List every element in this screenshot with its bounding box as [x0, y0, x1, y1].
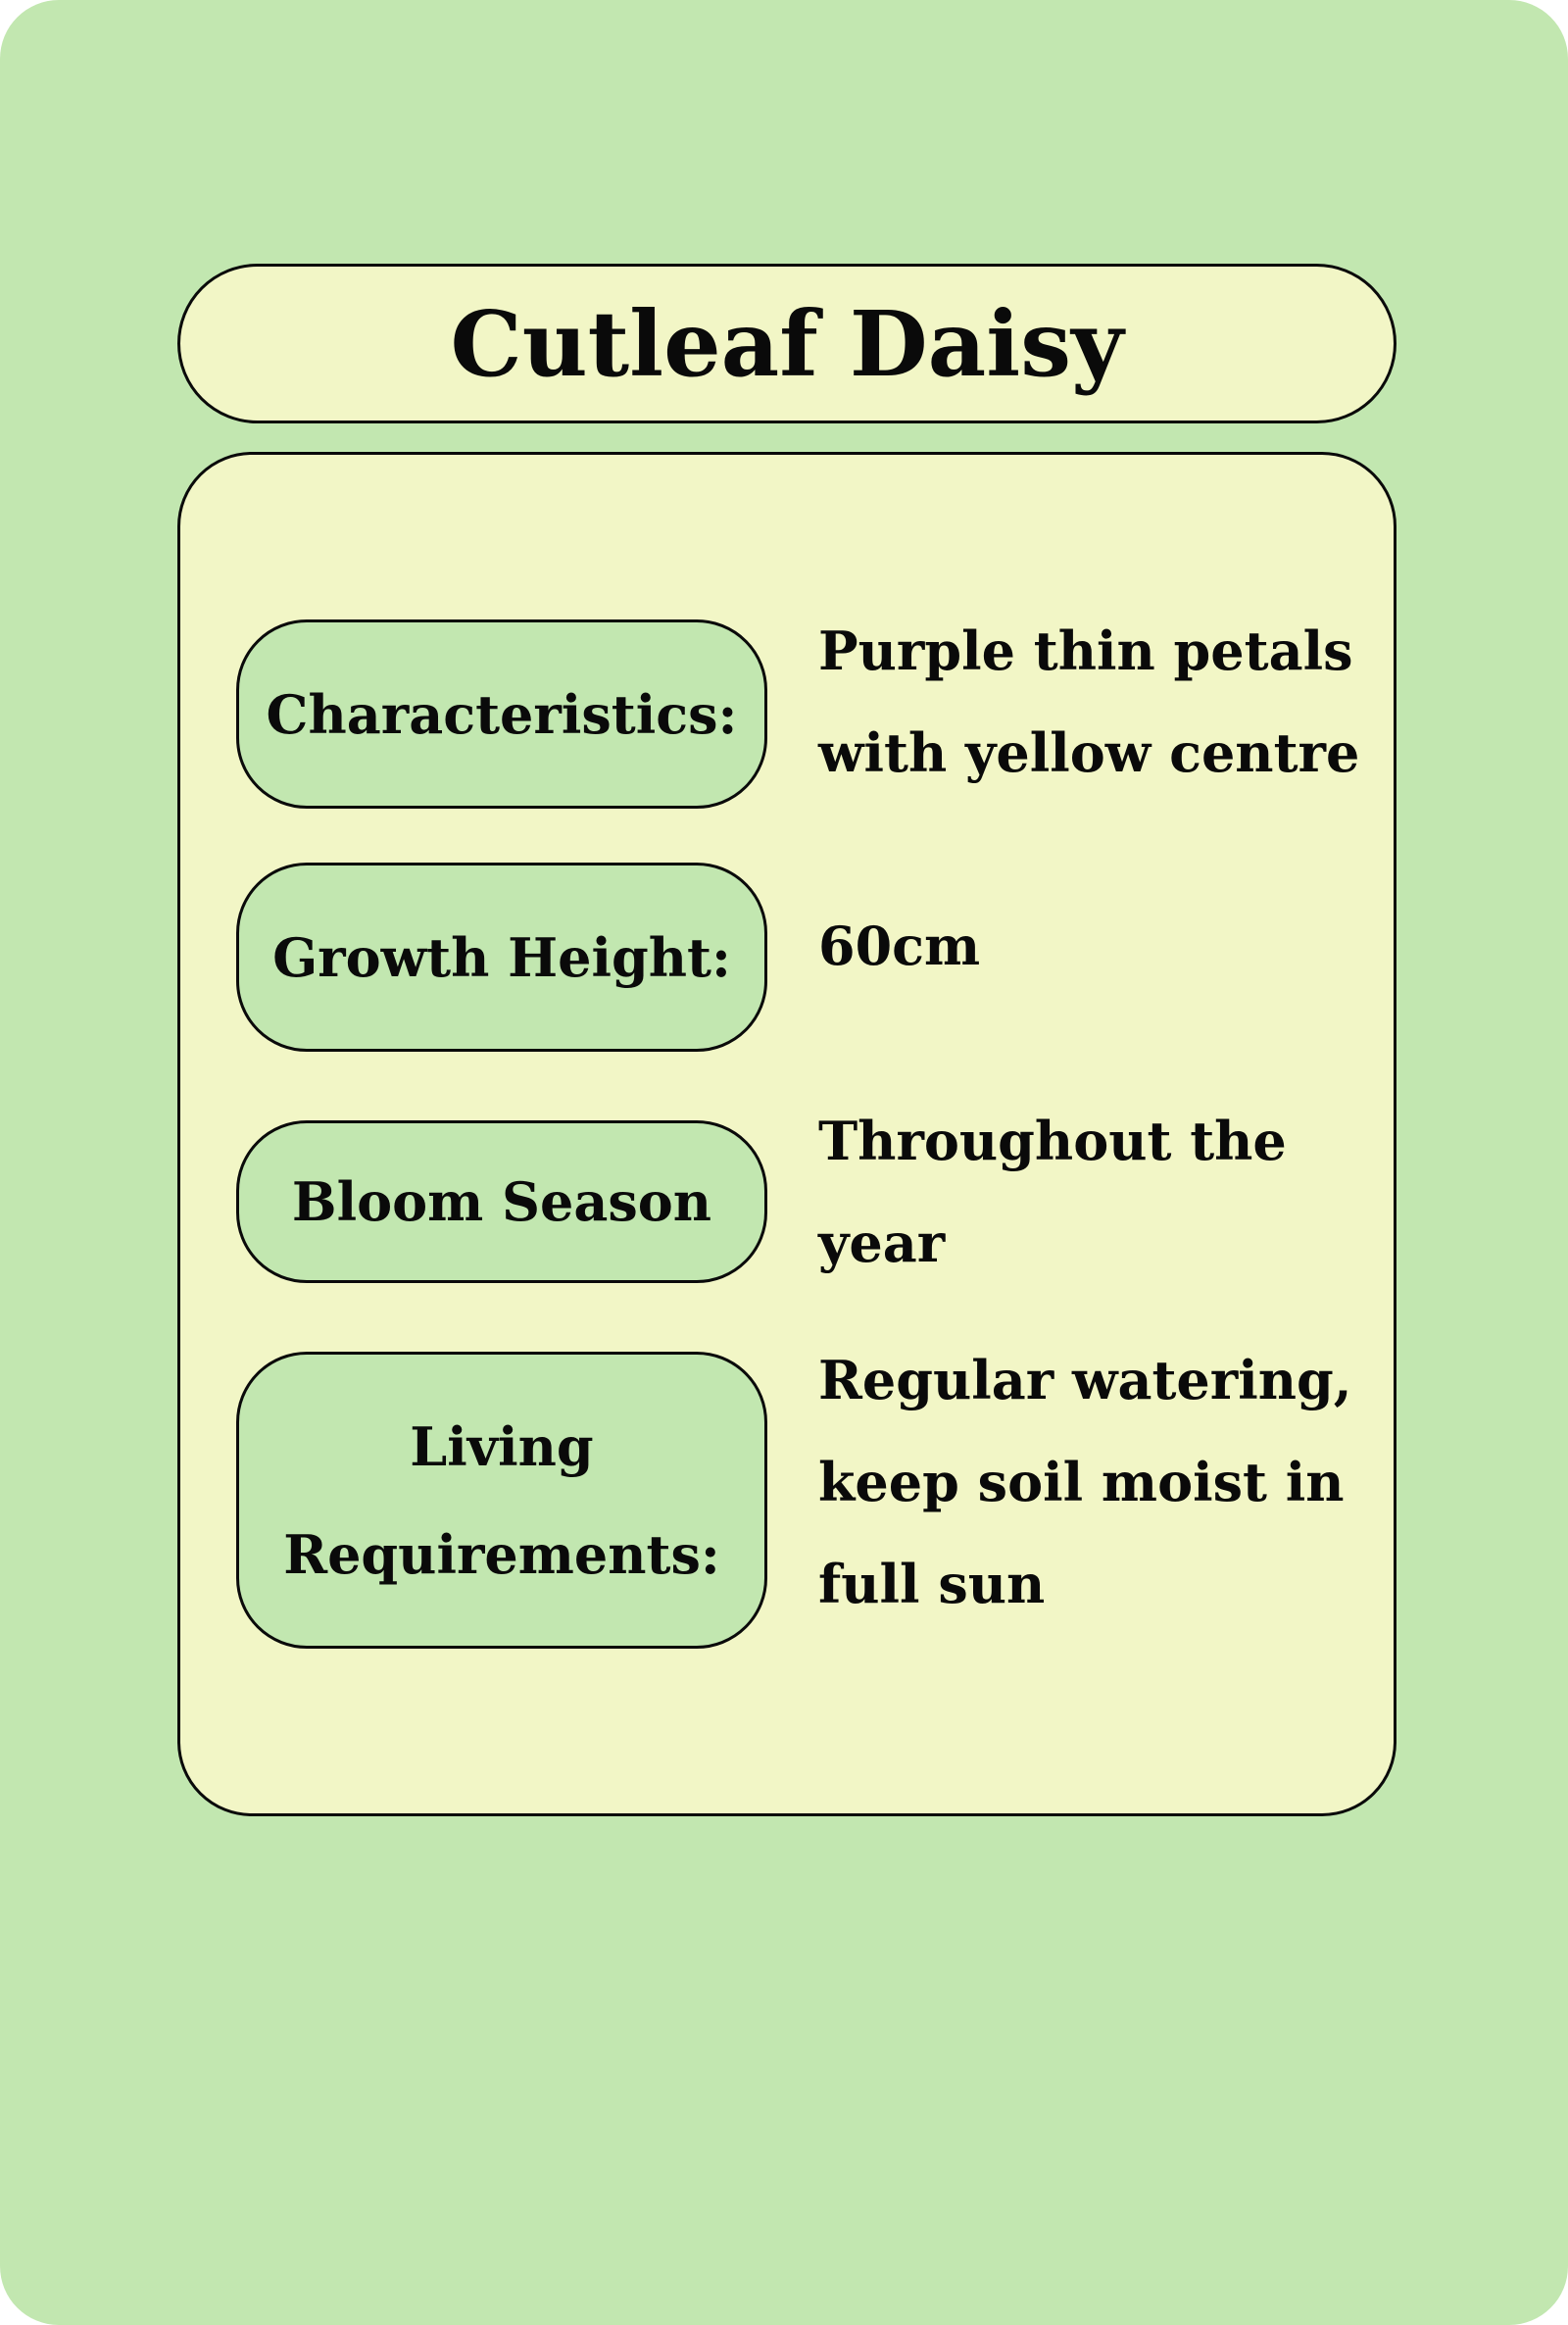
plant-title: Cutleaf Daisy [450, 290, 1124, 397]
living-requirements-label: Living Requirements: [236, 1352, 767, 1649]
title-banner: Cutleaf Daisy [177, 264, 1396, 423]
growth-height-value: 60cm [818, 915, 981, 977]
bloom-season-label: Bloom Season [236, 1120, 767, 1283]
living-requirements-value: Regular watering, keep soil moist in ful… [818, 1349, 1352, 1615]
characteristics-value: Purple thin petals with yellow centre [818, 619, 1360, 784]
growth-height-label: Growth Height: [236, 863, 767, 1052]
characteristics-label: Characteristics: [236, 619, 767, 809]
bloom-season-value: Throughout the year [818, 1110, 1287, 1274]
